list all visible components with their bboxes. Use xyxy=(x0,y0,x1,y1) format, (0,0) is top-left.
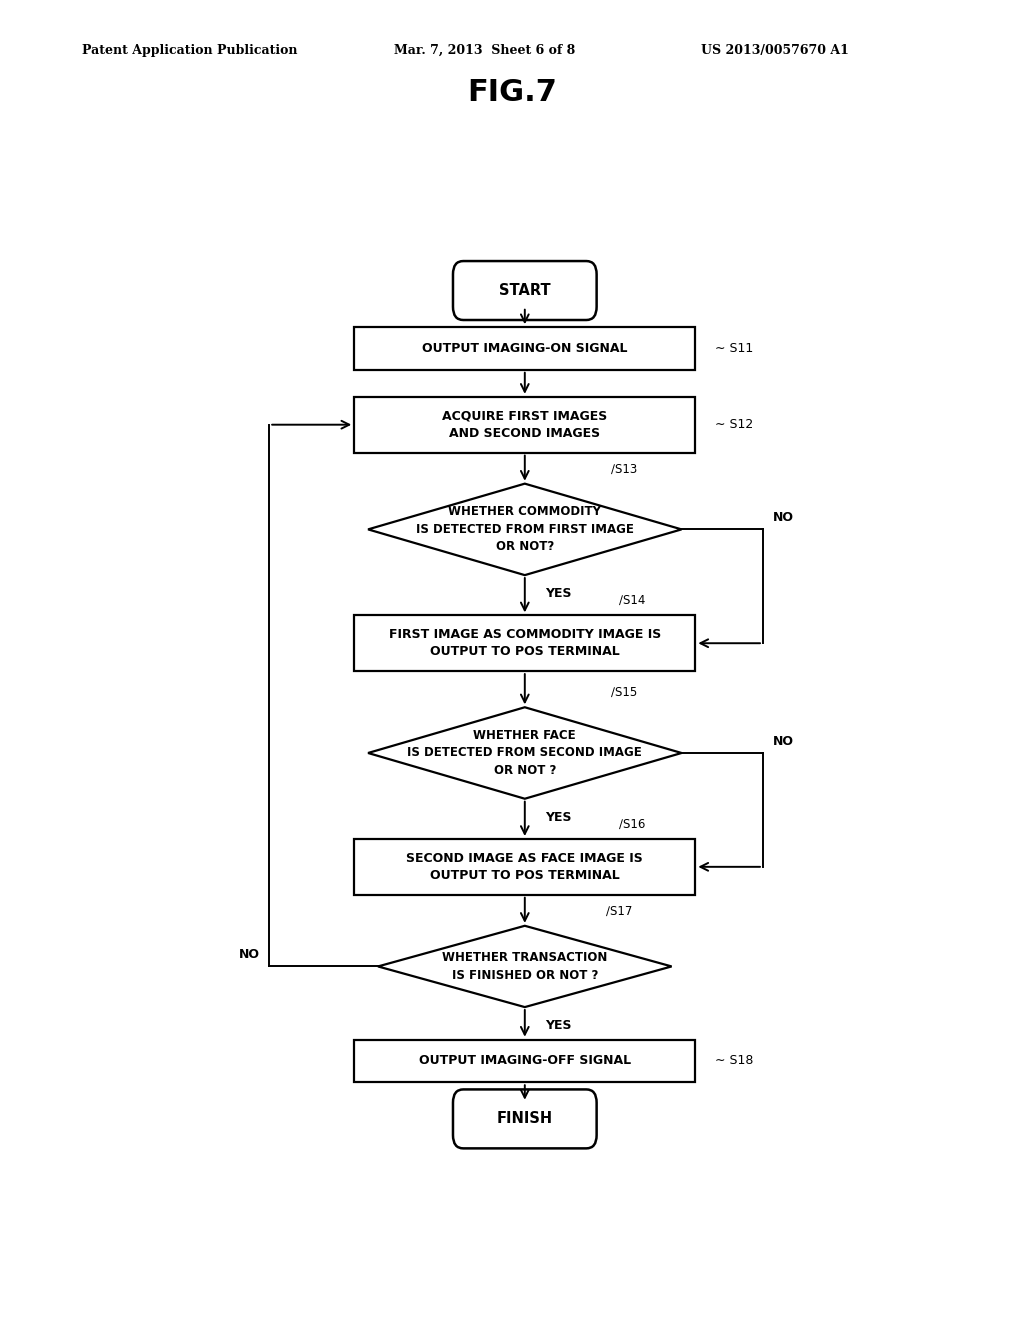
Text: OUTPUT IMAGING-ON SIGNAL: OUTPUT IMAGING-ON SIGNAL xyxy=(422,342,628,355)
FancyBboxPatch shape xyxy=(354,327,695,370)
Text: SECOND IMAGE AS FACE IMAGE IS
OUTPUT TO POS TERMINAL: SECOND IMAGE AS FACE IMAGE IS OUTPUT TO … xyxy=(407,851,643,882)
FancyBboxPatch shape xyxy=(354,615,695,671)
FancyBboxPatch shape xyxy=(453,261,597,319)
Text: WHETHER FACE
IS DETECTED FROM SECOND IMAGE
OR NOT ?: WHETHER FACE IS DETECTED FROM SECOND IMA… xyxy=(408,729,642,777)
Text: WHETHER COMMODITY
IS DETECTED FROM FIRST IMAGE
OR NOT?: WHETHER COMMODITY IS DETECTED FROM FIRST… xyxy=(416,506,634,553)
Text: WHETHER TRANSACTION
IS FINISHED OR NOT ?: WHETHER TRANSACTION IS FINISHED OR NOT ? xyxy=(442,952,607,982)
Text: ∕S17: ∕S17 xyxy=(605,904,632,917)
Text: ∕S15: ∕S15 xyxy=(611,686,637,700)
Polygon shape xyxy=(368,483,682,576)
Text: START: START xyxy=(499,282,551,298)
Text: ∼ S11: ∼ S11 xyxy=(715,342,754,355)
FancyBboxPatch shape xyxy=(354,1040,695,1082)
Text: FIRST IMAGE AS COMMODITY IMAGE IS
OUTPUT TO POS TERMINAL: FIRST IMAGE AS COMMODITY IMAGE IS OUTPUT… xyxy=(389,628,660,659)
Polygon shape xyxy=(368,708,682,799)
Text: YES: YES xyxy=(545,810,571,824)
Text: YES: YES xyxy=(545,1019,571,1032)
Text: FINISH: FINISH xyxy=(497,1111,553,1126)
Text: ∼ S12: ∼ S12 xyxy=(715,418,754,432)
Text: Patent Application Publication: Patent Application Publication xyxy=(82,44,297,57)
Text: ∕S14: ∕S14 xyxy=(618,594,645,607)
Text: OUTPUT IMAGING-OFF SIGNAL: OUTPUT IMAGING-OFF SIGNAL xyxy=(419,1055,631,1068)
Text: FIG.7: FIG.7 xyxy=(467,78,557,107)
Text: NO: NO xyxy=(772,511,794,524)
FancyBboxPatch shape xyxy=(453,1089,597,1148)
FancyBboxPatch shape xyxy=(354,840,695,895)
Text: ACQUIRE FIRST IMAGES
AND SECOND IMAGES: ACQUIRE FIRST IMAGES AND SECOND IMAGES xyxy=(442,409,607,440)
Polygon shape xyxy=(378,925,672,1007)
Text: Mar. 7, 2013  Sheet 6 of 8: Mar. 7, 2013 Sheet 6 of 8 xyxy=(394,44,575,57)
Text: US 2013/0057670 A1: US 2013/0057670 A1 xyxy=(701,44,849,57)
Text: ∕S13: ∕S13 xyxy=(611,462,637,475)
FancyBboxPatch shape xyxy=(354,397,695,453)
Text: YES: YES xyxy=(545,587,571,599)
Text: NO: NO xyxy=(239,948,260,961)
Text: ∕S16: ∕S16 xyxy=(618,818,645,830)
Text: NO: NO xyxy=(772,735,794,748)
Text: ∼ S18: ∼ S18 xyxy=(715,1055,754,1068)
